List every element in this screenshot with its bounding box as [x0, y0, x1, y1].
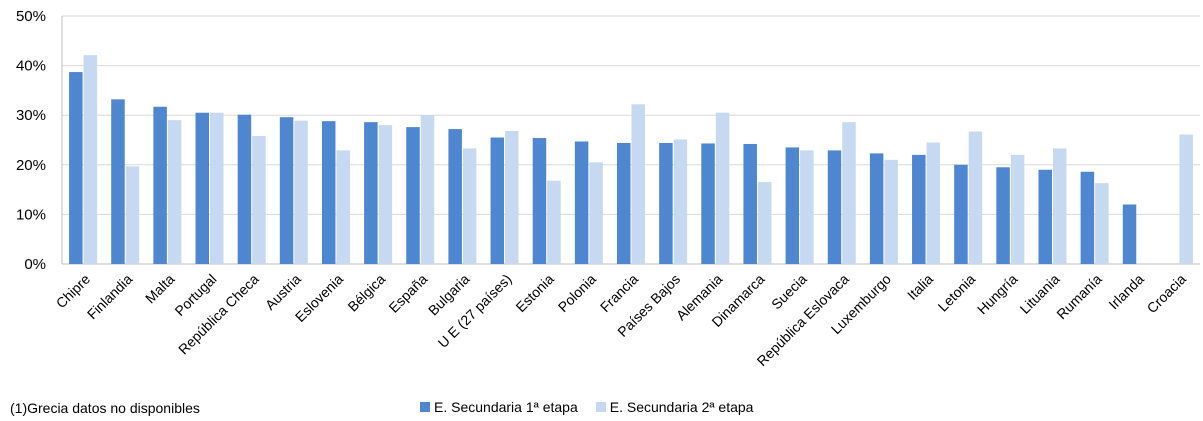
bar-series-2: [589, 162, 603, 264]
x-tick-label: Chipre: [53, 271, 94, 312]
bar-series-2: [715, 112, 730, 264]
bar-series-2: [505, 131, 519, 264]
bar-series-1: [827, 150, 842, 264]
bar-series-1: [69, 72, 83, 264]
legend-swatch-series-1: [420, 402, 430, 412]
x-tick-label: España: [385, 271, 430, 316]
footnote: (1)Grecia datos no disponibles: [10, 400, 200, 416]
x-tick-label: Finlandia: [84, 271, 136, 323]
bar-series-2: [1095, 183, 1109, 264]
bar-series-2: [210, 112, 224, 264]
bar-series-2: [547, 180, 561, 264]
bar-series-1: [364, 122, 378, 264]
bar-series-1: [195, 112, 210, 264]
bar-series-2: [1179, 134, 1193, 264]
legend-label-series-1: E. Secundaria 1ª etapa: [434, 399, 578, 415]
bar-series-1: [237, 114, 252, 264]
bar-series-1: [1080, 171, 1095, 264]
x-tick-label: Estonia: [512, 271, 556, 315]
bar-series-2: [252, 136, 266, 264]
bar-series-1: [153, 106, 167, 264]
bar-series-2: [462, 148, 477, 264]
x-tick-label: Croacia: [1144, 271, 1190, 317]
bar-series-2: [167, 120, 182, 264]
bar-series-2: [842, 122, 856, 264]
bar-series-2: [83, 55, 98, 265]
bar-series-1: [869, 153, 884, 264]
bar-series-1: [996, 167, 1010, 264]
x-tick-label: Italia: [904, 271, 936, 303]
bar-series-2: [757, 182, 772, 264]
bar-series-1: [785, 147, 800, 264]
x-tick-label: U E (27 países): [435, 271, 515, 351]
bar-series-2: [800, 150, 814, 264]
x-tick-label: Rumanía: [1053, 271, 1105, 323]
bar-series-1: [111, 99, 125, 264]
x-tick-label: Letonia: [935, 271, 979, 315]
bar-series-1: [912, 154, 926, 264]
x-tick-label: Suecia: [768, 271, 810, 313]
legend-item-series-1: E. Secundaria 1ª etapa: [420, 399, 578, 415]
bar-series-1: [532, 138, 547, 264]
legend-item-series-2: E. Secundaria 2ª etapa: [595, 399, 754, 415]
x-tick-label: Irlanda: [1105, 271, 1147, 313]
bar-series-1: [321, 121, 336, 264]
x-tick-label: Bélgica: [344, 271, 388, 315]
bar-series-1: [1122, 204, 1137, 264]
bar-series-1: [954, 164, 968, 264]
bar-series-1: [743, 143, 757, 264]
bar-series-1: [406, 127, 420, 264]
bar-series-1: [659, 142, 673, 264]
bar-series-1: [701, 143, 715, 264]
bar-series-1: [490, 137, 505, 264]
x-tick-label: Polonia: [555, 271, 599, 315]
legend-swatch-series-2: [595, 402, 606, 412]
y-tick-label: 0%: [24, 256, 46, 273]
x-tick-label: República Checa: [175, 271, 262, 358]
bar-series-2: [926, 142, 941, 264]
y-tick-label: 10%: [16, 206, 46, 223]
bar-series-2: [1010, 154, 1025, 264]
y-tick-label: 50%: [16, 8, 46, 25]
bar-series-1: [574, 141, 589, 264]
bar-series-2: [336, 150, 350, 264]
bar-series-2: [968, 131, 983, 264]
bar-series-2: [378, 125, 393, 265]
bar-series-1: [448, 129, 462, 264]
x-tick-label: Hungría: [974, 271, 1021, 318]
bar-series-1: [617, 142, 631, 264]
bar-series-1: [1038, 169, 1052, 264]
bar-series-2: [125, 166, 140, 264]
bar-series-2: [884, 159, 898, 264]
bar-series-2: [420, 115, 435, 264]
y-tick-label: 30%: [16, 107, 46, 124]
y-tick-label: 40%: [16, 58, 46, 75]
y-tick-label: 20%: [16, 157, 46, 174]
bar-series-2: [1052, 148, 1067, 264]
bar-series-2: [631, 104, 645, 265]
bar-series-2: [673, 139, 688, 264]
x-tick-label: Malta: [142, 271, 178, 307]
bar-series-2: [294, 120, 308, 264]
legend-label-series-2: E. Secundaria 2ª etapa: [609, 399, 754, 415]
legend: E. Secundaria 1ª etapa E. Secundaria 2ª …: [420, 399, 771, 415]
bar-series-1: [279, 117, 294, 265]
